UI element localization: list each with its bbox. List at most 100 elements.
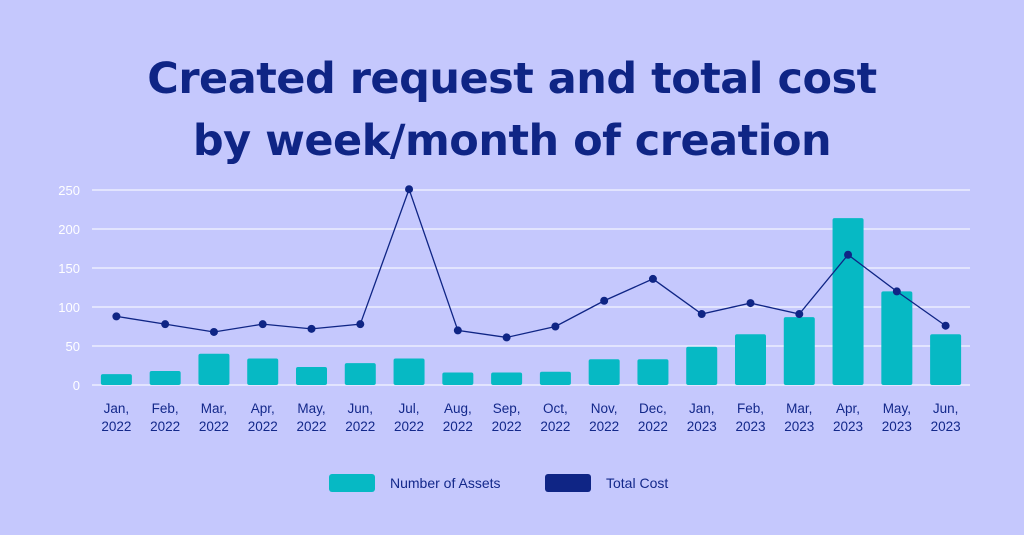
point-may-2023 [892,287,901,296]
line-series [112,185,950,342]
bar-sep-2022 [491,372,523,385]
point-nov-2022 [600,296,609,305]
chart-title: Created request and total cost by week/m… [0,48,1024,172]
x-tick-month: Feb, [152,401,179,416]
x-tick-month: Apr, [251,401,275,416]
x-tick-label-jan-2022: Jan, 2022 [101,401,131,434]
x-tick-year: 2022 [589,419,619,434]
x-tick-month: Feb, [737,401,764,416]
x-tick-year: 2022 [540,419,570,434]
x-tick-label-jul-2022: Jul, 2022 [394,401,424,434]
bar-dec-2022 [637,359,669,385]
x-tick-year: 2022 [199,419,229,434]
x-tick-label-mar-2023: Mar, 2023 [784,401,814,434]
x-tick-month: Jul, [399,401,420,416]
x-tick-label-nov-2022: Nov, 2022 [589,401,619,434]
x-tick-month: Jan, [104,401,130,416]
chart-title-line-1: Created request and total cost [147,54,877,104]
x-tick-year: 2022 [248,419,278,434]
y-tick-label-50: 50 [66,339,80,354]
x-tick-label-jan-2023: Jan, 2023 [687,401,717,434]
x-tick-label-dec-2022: Dec, 2022 [638,401,668,434]
x-tick-label-aug-2022: Aug, 2022 [443,401,473,434]
y-tick-label-150: 150 [58,261,80,276]
point-oct-2022 [551,322,560,331]
x-tick-month: Mar, [201,401,227,416]
point-jan-2022 [112,312,121,321]
bar-jul-2022 [393,358,425,385]
x-tick-label-feb-2022: Feb, 2022 [150,401,180,434]
point-jan-2023 [697,310,706,319]
x-tick-year: 2022 [345,419,375,434]
x-tick-year: 2022 [443,419,473,434]
gridlines [92,189,970,386]
point-aug-2022 [453,326,462,335]
bar-apr-2023 [832,218,864,385]
x-tick-year: 2022 [638,419,668,434]
x-tick-month: Nov, [591,401,618,416]
x-tick-month: Oct, [543,401,568,416]
legend-swatch-number-of-assets [329,474,375,492]
y-axis: 0 50 100 150 200 250 [58,183,80,393]
x-tick-month: May, [297,401,325,416]
x-tick-month: Sep, [493,401,521,416]
x-tick-label-mar-2022: Mar, 2022 [199,401,229,434]
x-tick-label-may-2023: May, 2023 [882,401,912,434]
x-tick-year: 2022 [150,419,180,434]
x-tick-year: 2023 [833,419,863,434]
point-apr-2022 [258,320,267,329]
x-axis: Jan, 2022 Feb, 2022 Mar, 2022 Apr, 2022 May, 2022… [101,401,960,434]
bar-may-2022 [296,367,327,385]
x-tick-month: May, [883,401,911,416]
x-tick-label-apr-2023: Apr, 2023 [833,401,863,434]
chart-title-line-2: by week/month of creation [192,116,832,166]
point-jun-2023 [941,321,950,330]
x-tick-year: 2022 [394,419,424,434]
x-tick-month: Dec, [639,401,667,416]
x-tick-year: 2022 [492,419,522,434]
point-feb-2022 [161,320,170,329]
x-tick-label-may-2022: May, 2022 [296,401,326,434]
legend-label-total-cost: Total Cost [606,475,668,491]
x-tick-month: Jun, [933,401,959,416]
bar-jun-2022 [344,363,376,385]
point-feb-2023 [746,299,755,308]
x-tick-month: Jan, [689,401,715,416]
point-sep-2022 [502,333,511,342]
x-tick-label-oct-2022: Oct, 2022 [540,401,570,434]
total-cost-line [116,187,946,339]
x-tick-year: 2023 [735,419,765,434]
x-tick-label-jun-2023: Jun, 2023 [931,401,961,434]
point-may-2022 [307,324,316,333]
x-tick-label-jun-2022: Jun, 2022 [345,401,375,434]
y-tick-label-200: 200 [58,222,80,237]
x-tick-month: Apr, [836,401,860,416]
bar-jun-2023 [930,334,962,385]
y-tick-label-0: 0 [73,378,80,393]
point-mar-2023 [795,310,804,319]
bar-feb-2023 [735,334,766,385]
bar-nov-2022 [588,359,620,385]
x-tick-year: 2023 [687,419,717,434]
point-jun-2022 [356,320,365,329]
x-tick-year: 2023 [882,419,912,434]
bar-aug-2022 [442,372,474,385]
bar-mar-2022 [198,353,230,385]
point-mar-2022 [209,327,218,336]
point-dec-2022 [648,274,657,283]
bar-mar-2023 [783,317,815,385]
point-jul-2022 [405,185,414,194]
x-tick-label-feb-2023: Feb, 2023 [735,401,765,434]
x-tick-month: Jun, [348,401,374,416]
x-tick-month: Aug, [444,401,472,416]
bar-jan-2023 [686,346,718,385]
legend-swatch-total-cost [545,474,591,492]
x-tick-year: 2023 [784,419,814,434]
y-tick-label-250: 250 [58,183,80,198]
legend: Number of Assets Total Cost [329,474,668,492]
legend-label-number-of-assets: Number of Assets [390,475,501,491]
x-tick-label-sep-2022: Sep, 2022 [492,401,522,434]
x-tick-year: 2022 [101,419,131,434]
